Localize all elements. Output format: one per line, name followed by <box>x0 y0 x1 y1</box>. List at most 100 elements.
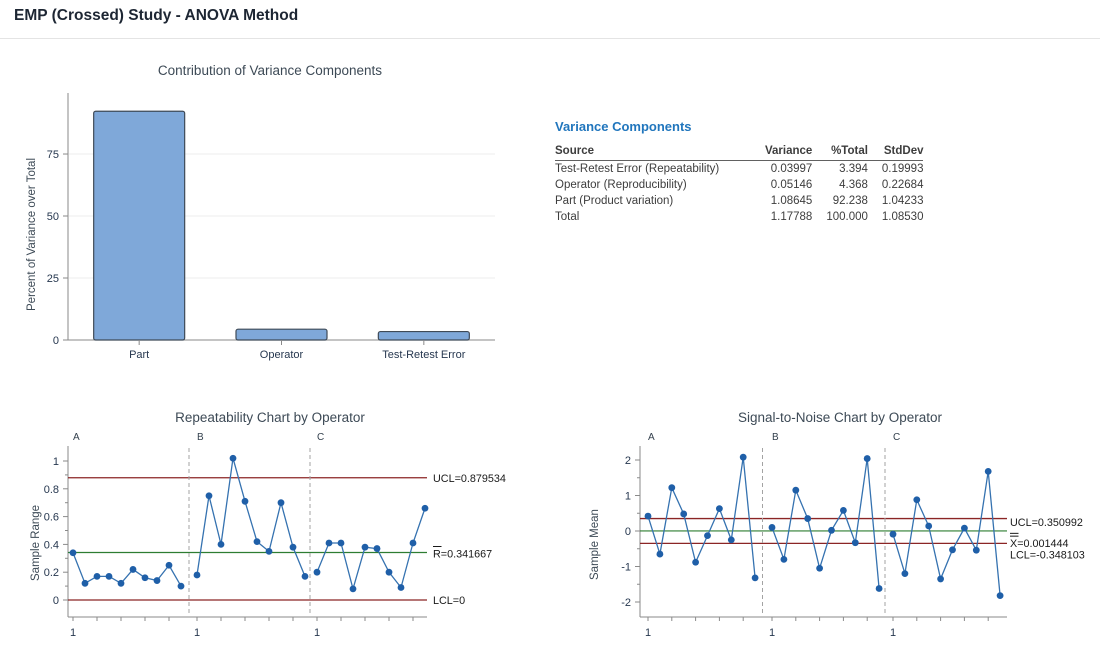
variance-table-body: Test-Retest Error (Repeatability) 0.03997… <box>555 161 923 226</box>
data-point[interactable] <box>680 510 688 518</box>
data-point[interactable] <box>217 541 225 548</box>
data-point[interactable] <box>828 526 835 534</box>
data-point[interactable] <box>301 572 309 580</box>
table-row-part-product-variation[interactable]: Part (Product variation) 1.08645 92.238 1.0… <box>555 193 923 209</box>
bar-test-retest-error[interactable] <box>377 330 470 341</box>
y-tick-label: 50 <box>47 211 59 223</box>
data-point[interactable] <box>644 512 652 520</box>
value-cell: 0.19993 <box>881 163 924 175</box>
data-point[interactable] <box>81 579 89 587</box>
data-point[interactable] <box>961 524 968 532</box>
repeatability-chart-title: Repeatability Chart by Operator <box>175 410 365 425</box>
group-label-a: A <box>73 432 80 443</box>
data-point[interactable] <box>913 496 921 504</box>
data-point[interactable] <box>937 575 944 583</box>
y-tick-label: 0.4 <box>44 539 59 551</box>
data-point[interactable] <box>361 543 369 551</box>
data-point[interactable] <box>337 539 345 547</box>
data-point[interactable] <box>889 530 897 538</box>
data-point[interactable] <box>656 550 664 558</box>
bar-operator[interactable] <box>235 328 328 341</box>
category-label-test-retest-error: Test-Retest Error <box>382 349 465 361</box>
data-point[interactable] <box>385 568 393 576</box>
y-tick-label: 0.6 <box>44 512 59 524</box>
table-header-row: Source Variance %Total StdDev <box>555 144 924 161</box>
data-point[interactable] <box>153 577 161 584</box>
data-point[interactable] <box>129 566 137 573</box>
data-point[interactable] <box>421 504 429 512</box>
category-label-operator: Operator <box>260 349 304 361</box>
data-point[interactable] <box>840 507 847 514</box>
center-label: X=0.001444 <box>1010 538 1069 550</box>
value-cell: 3.394 <box>839 163 868 175</box>
data-point[interactable] <box>105 572 113 580</box>
data-point[interactable] <box>739 453 747 461</box>
value-cell: 1.08645 <box>770 195 813 207</box>
series-line-a <box>72 552 182 587</box>
data-point[interactable] <box>804 515 812 522</box>
bar-part[interactable] <box>93 110 186 341</box>
data-point[interactable] <box>177 582 185 590</box>
data-point[interactable] <box>751 574 759 582</box>
data-point[interactable] <box>972 546 980 554</box>
x-tick-label: 1 <box>890 627 896 639</box>
data-point[interactable] <box>727 536 735 544</box>
group-label-b: B <box>772 432 779 443</box>
data-point[interactable] <box>349 585 357 593</box>
lcl-label: LCL=-0.348103 <box>1010 549 1085 561</box>
y-tick-label: 75 <box>47 149 59 161</box>
data-point[interactable] <box>165 561 173 569</box>
table-row-total[interactable]: Total 1.17788 100.000 1.08530 <box>555 209 923 225</box>
data-point[interactable] <box>325 539 333 547</box>
data-point[interactable] <box>792 486 800 494</box>
y-tick-label: 1 <box>53 456 59 468</box>
data-point[interactable] <box>229 454 237 462</box>
report-title: EMP (Crossed) Study - ANOVA Method <box>14 7 299 24</box>
data-point[interactable] <box>996 592 1004 600</box>
variance-components-title: Variance Components <box>555 119 692 134</box>
data-point[interactable] <box>409 539 417 547</box>
data-point[interactable] <box>397 584 405 591</box>
data-point[interactable] <box>875 585 883 592</box>
data-point[interactable] <box>205 492 213 500</box>
data-point[interactable] <box>704 532 711 540</box>
signal-to-noise-chart-panel: Signal-to-Noise Chart by Operator Sample… <box>575 408 1100 652</box>
data-point[interactable] <box>949 546 956 554</box>
data-point[interactable] <box>716 505 723 513</box>
data-point[interactable] <box>692 558 699 566</box>
data-point[interactable] <box>780 556 788 563</box>
series-line-b <box>196 458 306 577</box>
data-point[interactable] <box>289 543 297 551</box>
data-point[interactable] <box>925 522 933 530</box>
data-point[interactable] <box>93 572 101 580</box>
data-point[interactable] <box>141 574 149 582</box>
data-point[interactable] <box>277 499 285 507</box>
data-point[interactable] <box>241 497 249 505</box>
y-tick-label: 0.2 <box>44 567 59 579</box>
data-point[interactable] <box>117 579 125 587</box>
data-point[interactable] <box>768 524 776 531</box>
data-point[interactable] <box>851 539 859 547</box>
y-tick-label: 0 <box>53 595 59 607</box>
data-point[interactable] <box>313 568 321 576</box>
data-point[interactable] <box>863 455 871 462</box>
data-point[interactable] <box>668 484 676 492</box>
table-row-test-retest-error-repeatability[interactable]: Test-Retest Error (Repeatability) 0.03997… <box>555 161 923 178</box>
source-cell: Operator (Reproducibility) <box>555 179 687 191</box>
x-tick-label: 1 <box>769 627 775 639</box>
data-point[interactable] <box>984 467 992 475</box>
data-point[interactable] <box>373 545 381 552</box>
series-line-c <box>892 471 1001 596</box>
data-point[interactable] <box>193 571 201 579</box>
x-tick-label: 1 <box>314 627 320 639</box>
data-point[interactable] <box>253 538 261 546</box>
variance-table-header: Source Variance %Total StdDev <box>555 144 924 161</box>
data-point[interactable] <box>265 547 273 555</box>
ucl-label: UCL=0.350992 <box>1010 517 1083 529</box>
data-point[interactable] <box>69 549 77 557</box>
source-cell: Total <box>555 211 580 223</box>
data-point[interactable] <box>901 570 909 577</box>
data-point[interactable] <box>816 564 823 572</box>
table-row-operator-reproducibility[interactable]: Operator (Reproducibility) 0.05146 4.368 0.… <box>555 177 923 193</box>
y-tick-label: -2 <box>621 597 631 609</box>
